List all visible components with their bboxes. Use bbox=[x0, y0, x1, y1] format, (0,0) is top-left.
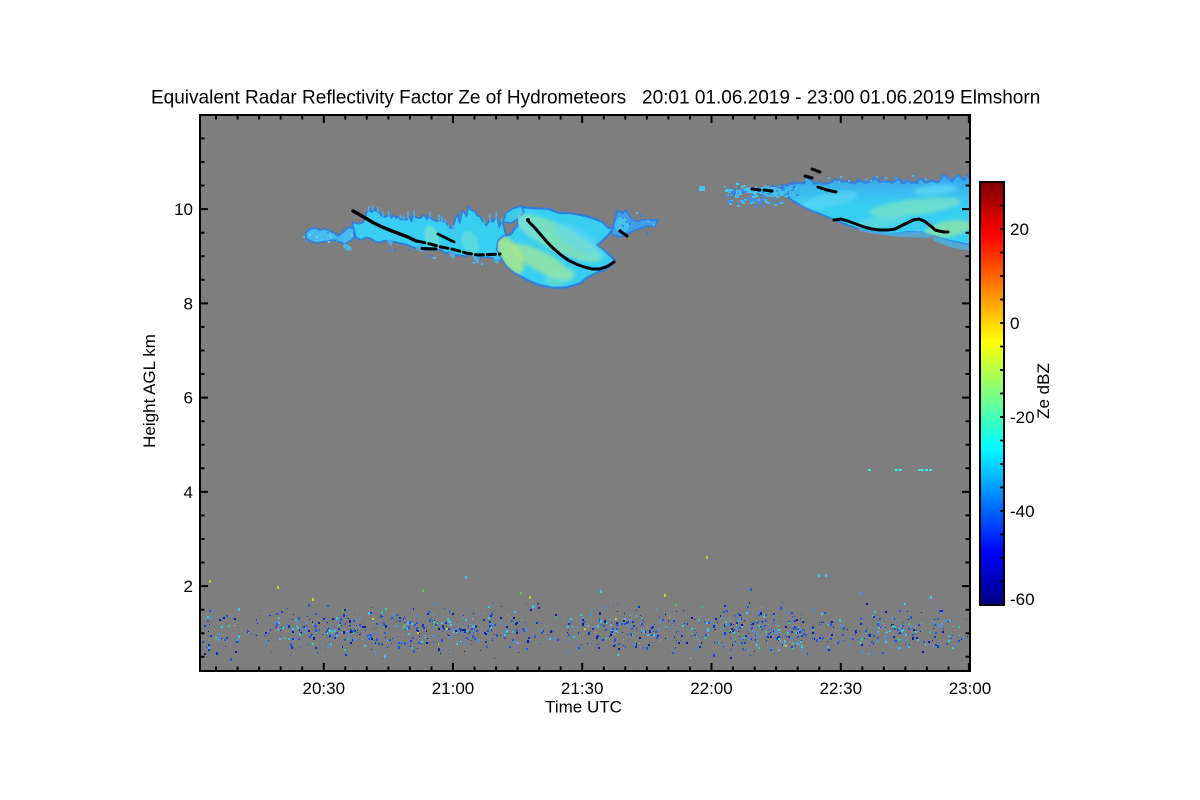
svg-text:Ze dBZ: Ze dBZ bbox=[1034, 363, 1053, 419]
svg-text:-60: -60 bbox=[1010, 590, 1035, 609]
svg-text:4: 4 bbox=[184, 483, 193, 502]
svg-text:8: 8 bbox=[184, 294, 193, 313]
svg-text:Height AGL km: Height AGL km bbox=[140, 334, 159, 448]
svg-text:-40: -40 bbox=[1010, 502, 1035, 521]
svg-text:0: 0 bbox=[1010, 314, 1019, 333]
svg-text:22:30: 22:30 bbox=[820, 679, 863, 698]
svg-text:Equivalent Radar Reflectivity: Equivalent Radar Reflectivity Factor Ze … bbox=[151, 88, 1040, 109]
svg-text:21:00: 21:00 bbox=[432, 679, 475, 698]
svg-text:21:30: 21:30 bbox=[561, 679, 604, 698]
svg-text:-20: -20 bbox=[1010, 408, 1035, 427]
svg-text:2: 2 bbox=[184, 577, 193, 596]
svg-text:20:30: 20:30 bbox=[303, 679, 346, 698]
svg-text:6: 6 bbox=[184, 389, 193, 408]
svg-text:22:00: 22:00 bbox=[690, 679, 733, 698]
svg-text:Time UTC: Time UTC bbox=[545, 698, 622, 717]
svg-text:10: 10 bbox=[174, 200, 193, 219]
svg-text:20: 20 bbox=[1010, 220, 1029, 239]
svg-text:23:00: 23:00 bbox=[949, 679, 992, 698]
